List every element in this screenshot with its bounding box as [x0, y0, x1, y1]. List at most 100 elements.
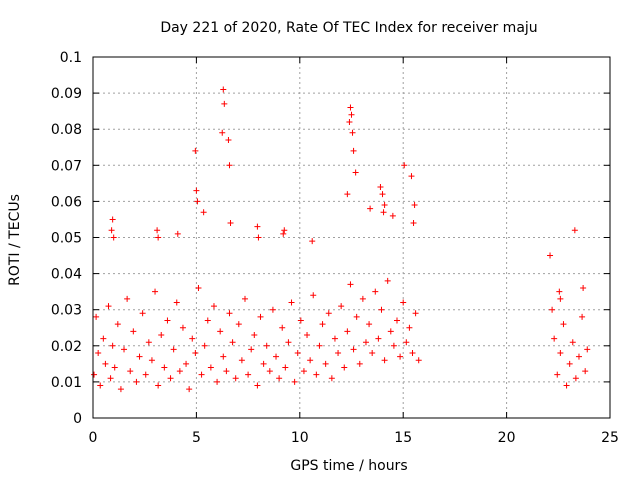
data-point: [220, 86, 227, 93]
data-point: [313, 371, 320, 378]
data-point: [145, 339, 152, 346]
data-point: [549, 306, 556, 313]
data-point: [161, 364, 168, 371]
data-point: [372, 288, 379, 295]
data-point: [194, 198, 201, 205]
axis-ticks: 0 5 10 15 20 25 0 0.01 0.02 0.03 0.04 0.05 0.06 0.07 0…: [51, 50, 619, 446]
data-point: [136, 353, 143, 360]
data-point: [251, 331, 258, 338]
y-tick-label: 0.04: [51, 267, 82, 283]
data-point: [566, 360, 573, 367]
data-point: [319, 321, 326, 328]
data-point: [110, 234, 117, 241]
y-axis-label: ROTI / TECUs: [7, 194, 23, 286]
data-point: [393, 317, 400, 324]
data-point: [584, 346, 591, 353]
data-point: [139, 310, 146, 317]
y-tick-label: 0.03: [51, 303, 82, 319]
data-point: [579, 313, 586, 320]
data-point: [260, 360, 267, 367]
data-point: [288, 299, 295, 306]
data-point: [390, 342, 397, 349]
data-point: [415, 357, 422, 364]
data-point: [569, 339, 576, 346]
data-point: [563, 382, 570, 389]
data-point: [245, 371, 252, 378]
data-point: [571, 227, 578, 234]
data-point: [108, 227, 115, 234]
y-tick-label: 0.05: [51, 231, 82, 247]
data-point: [127, 368, 134, 375]
data-point: [192, 350, 199, 357]
data-point: [397, 353, 404, 360]
data-point: [297, 317, 304, 324]
data-point: [255, 234, 262, 241]
data-point: [350, 147, 357, 154]
data-point: [353, 313, 360, 320]
x-tick-label: 0: [89, 430, 98, 446]
data-point: [254, 223, 261, 230]
y-tick-label: 0.1: [60, 50, 82, 66]
x-tick-label: 15: [394, 430, 412, 446]
data-point: [210, 303, 217, 310]
data-point: [294, 350, 301, 357]
data-point: [300, 368, 307, 375]
data-point: [281, 227, 288, 234]
x-tick-label: 10: [291, 430, 309, 446]
data-point: [369, 350, 376, 357]
data-point: [200, 209, 207, 216]
data-point: [344, 328, 351, 335]
data-point: [346, 118, 353, 125]
data-point: [328, 375, 335, 382]
data-point: [380, 209, 387, 216]
data-point: [356, 360, 363, 367]
x-tick-label: 25: [601, 430, 619, 446]
data-point: [582, 368, 589, 375]
data-point: [152, 288, 159, 295]
data-point: [331, 335, 338, 342]
data-point: [282, 364, 289, 371]
data-point: [225, 137, 232, 144]
data-point: [235, 321, 242, 328]
data-point: [167, 375, 174, 382]
data-point: [307, 357, 314, 364]
data-point: [102, 360, 109, 367]
data-point: [109, 216, 116, 223]
data-point: [91, 371, 98, 378]
data-point: [257, 313, 264, 320]
data-point: [575, 353, 582, 360]
data-point: [170, 346, 177, 353]
data-point: [335, 350, 342, 357]
y-tick-label: 0.09: [51, 86, 82, 102]
data-point: [186, 386, 193, 393]
data-point: [266, 368, 273, 375]
data-point: [263, 342, 270, 349]
y-tick-label: 0.01: [51, 375, 82, 391]
x-tick-label: 20: [498, 430, 516, 446]
data-point: [248, 346, 255, 353]
data-point: [341, 364, 348, 371]
data-point: [279, 324, 286, 331]
data-point: [254, 382, 261, 389]
data-point: [232, 375, 239, 382]
data-point: [214, 378, 221, 385]
data-point: [378, 306, 385, 313]
data-point: [148, 357, 155, 364]
data-point: [344, 191, 351, 198]
data-point: [366, 321, 373, 328]
data-point: [389, 212, 396, 219]
data-point: [97, 382, 104, 389]
data-point: [367, 205, 374, 212]
data-point: [130, 328, 137, 335]
data-point: [304, 331, 311, 338]
data-point: [408, 173, 415, 180]
data-point: [554, 371, 561, 378]
data-point: [409, 350, 416, 357]
data-point: [269, 306, 276, 313]
data-point: [201, 342, 208, 349]
plot-frame: [92, 56, 611, 419]
data-point: [174, 230, 181, 237]
data-point: [381, 357, 388, 364]
data-point: [273, 353, 280, 360]
data-point: [158, 331, 165, 338]
